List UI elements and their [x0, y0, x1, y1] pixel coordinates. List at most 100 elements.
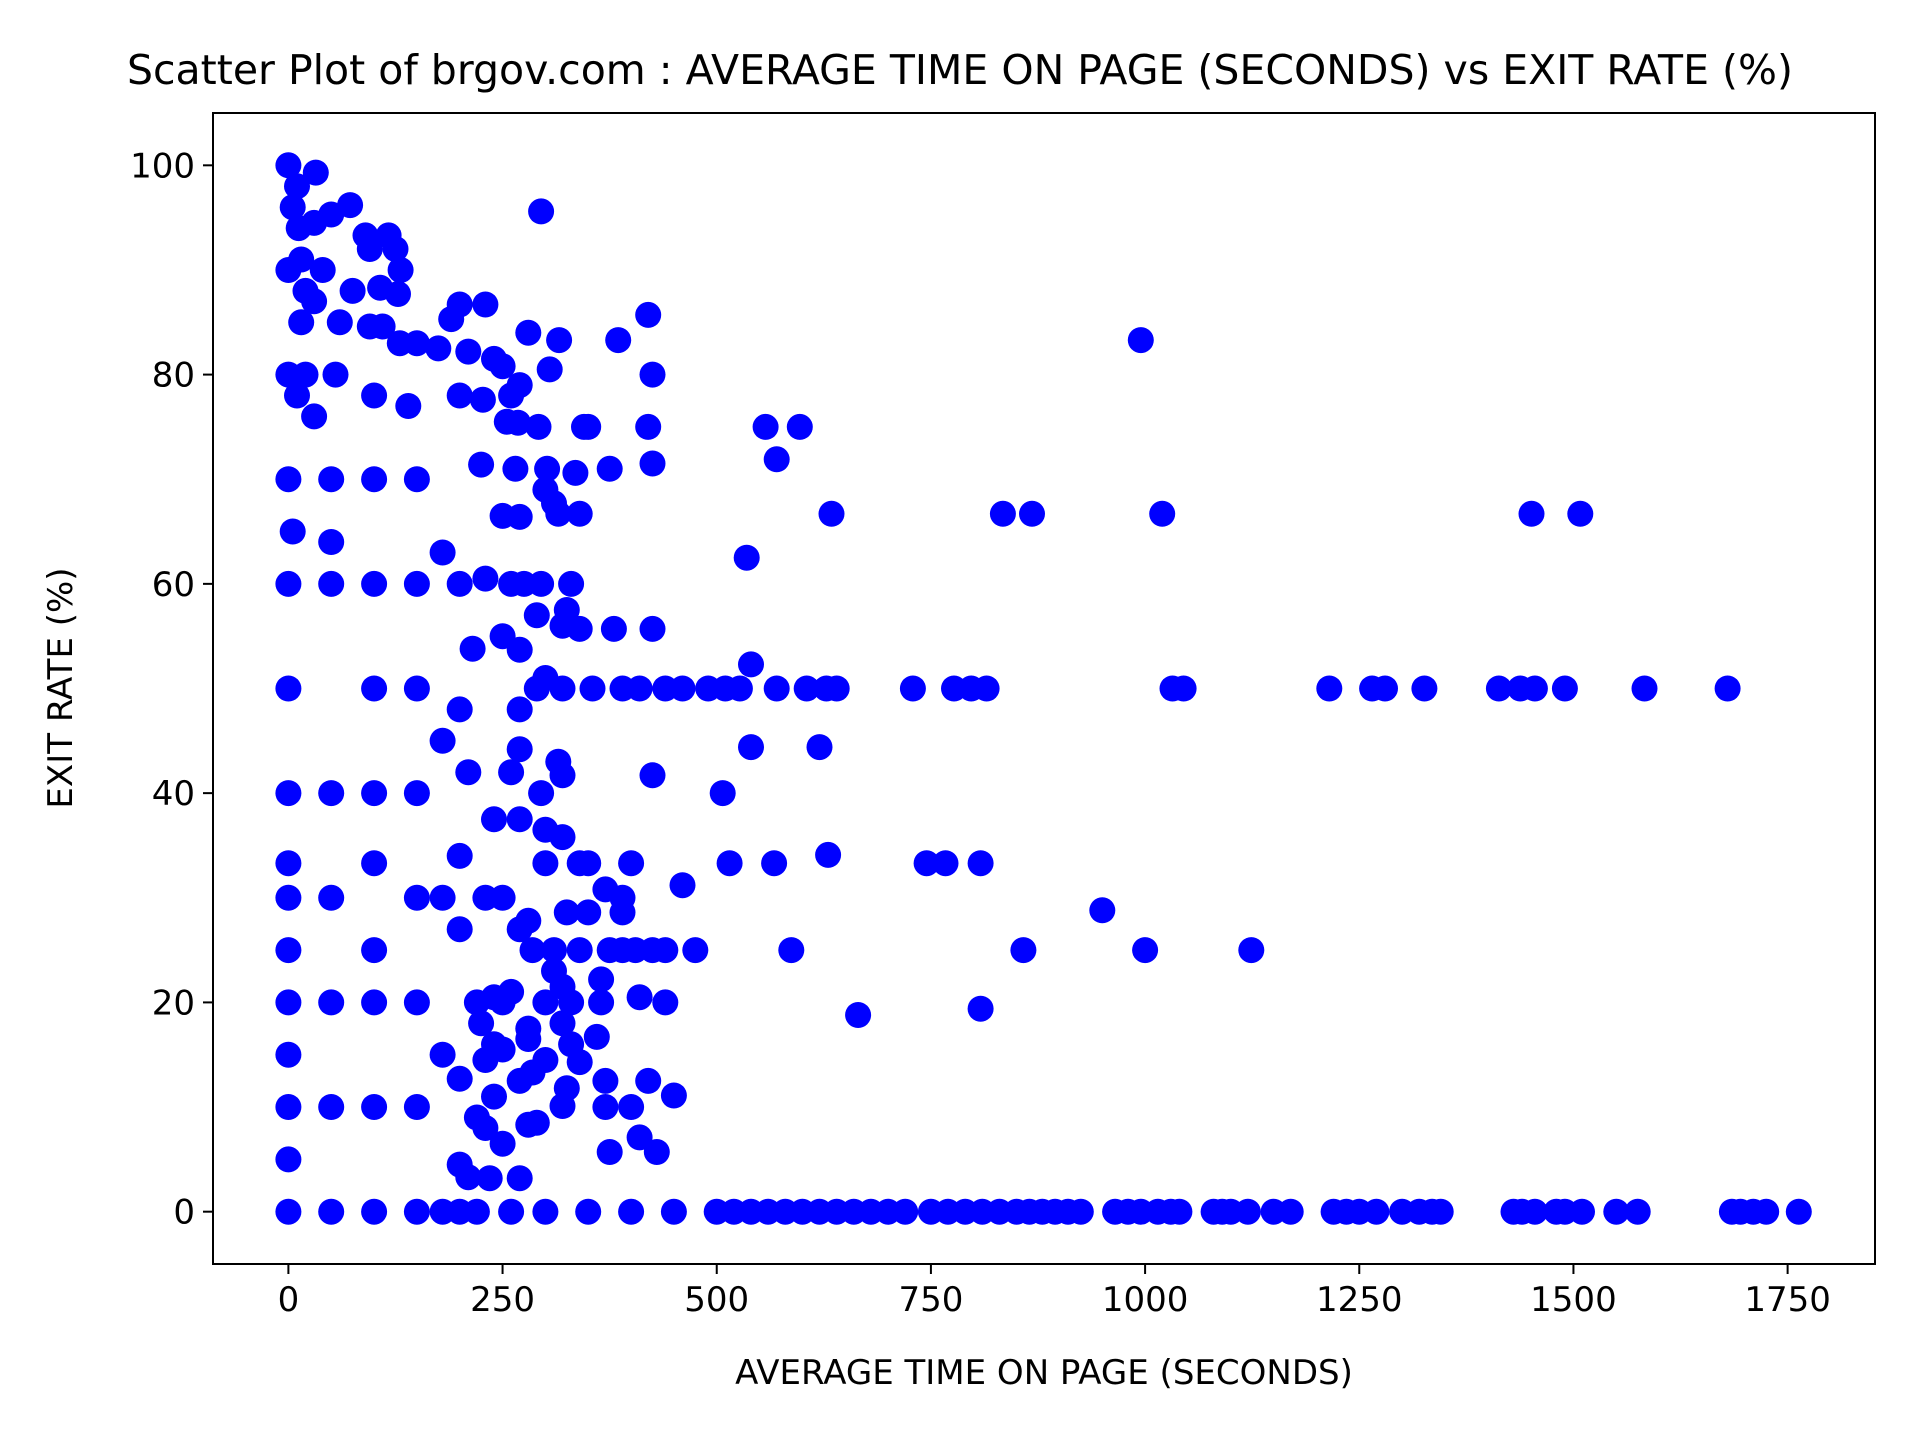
- plot-frame: [212, 112, 1876, 1265]
- data-point: [566, 1049, 593, 1076]
- data-point: [592, 1067, 619, 1094]
- data-point: [469, 386, 496, 413]
- data-point: [322, 361, 349, 388]
- data-point: [575, 899, 602, 926]
- y-tick-label: 100: [130, 146, 195, 186]
- data-point: [279, 518, 306, 545]
- data-point: [472, 291, 499, 318]
- x-tick-label: 0: [278, 1280, 300, 1320]
- data-point: [446, 1065, 473, 1092]
- data-point: [318, 1094, 345, 1120]
- data-point: [506, 1165, 533, 1192]
- data-point: [618, 1094, 645, 1120]
- data-point: [575, 850, 602, 877]
- data-point: [618, 1198, 645, 1225]
- data-point: [605, 327, 632, 354]
- data-point: [558, 989, 585, 1016]
- data-point: [1067, 1198, 1094, 1225]
- data-point: [1277, 1198, 1304, 1225]
- data-point: [309, 257, 336, 283]
- data-point: [506, 736, 533, 763]
- data-point: [1753, 1198, 1780, 1225]
- data-point: [761, 850, 788, 877]
- data-point: [275, 850, 302, 877]
- data-point: [932, 850, 959, 877]
- data-point: [528, 198, 555, 225]
- data-point: [752, 413, 779, 440]
- data-point: [361, 570, 388, 597]
- data-point: [446, 382, 473, 409]
- data-point: [472, 1047, 499, 1073]
- data-point: [973, 675, 1000, 702]
- data-point: [361, 850, 388, 877]
- data-point: [738, 651, 764, 678]
- data-point: [463, 1198, 490, 1225]
- data-point: [545, 500, 572, 527]
- data-point: [1631, 675, 1658, 702]
- x-tick-label: 250: [470, 1280, 535, 1320]
- data-point: [318, 529, 345, 555]
- data-point: [1521, 1198, 1548, 1225]
- data-point: [528, 780, 555, 807]
- data-point: [643, 1139, 670, 1165]
- data-point: [425, 335, 452, 362]
- data-point: [275, 884, 302, 911]
- data-point: [1170, 675, 1197, 702]
- data-point: [403, 675, 430, 702]
- data-point: [682, 937, 709, 964]
- data-point: [1569, 1198, 1595, 1225]
- x-tick-label: 1000: [1102, 1280, 1189, 1320]
- x-tick-label: 750: [898, 1280, 963, 1320]
- data-point: [1363, 1198, 1390, 1225]
- data-point: [429, 539, 456, 566]
- data-point: [579, 675, 606, 702]
- data-point: [660, 1198, 687, 1225]
- data-point: [546, 327, 573, 354]
- data-point: [786, 413, 813, 440]
- data-point: [532, 850, 559, 877]
- data-point: [498, 1198, 525, 1225]
- data-point: [549, 1093, 576, 1119]
- data-point: [989, 500, 1016, 527]
- data-point: [652, 937, 679, 964]
- data-point: [498, 759, 525, 786]
- x-axis-label: AVERAGE TIME ON PAGE (SECONDS): [735, 1353, 1353, 1393]
- data-point: [609, 899, 636, 926]
- data-point: [1624, 1198, 1651, 1225]
- data-point: [588, 966, 615, 993]
- data-point: [275, 675, 302, 702]
- data-point: [528, 570, 555, 597]
- y-axis-ticks: 0 20 40 60 80 100: [130, 146, 213, 1233]
- data-point: [489, 353, 516, 380]
- data-point: [288, 309, 315, 336]
- data-point: [455, 1164, 482, 1191]
- data-point: [669, 872, 696, 899]
- data-point: [778, 937, 805, 964]
- data-point: [429, 727, 456, 754]
- data-point: [575, 1198, 602, 1225]
- y-tick-label: 80: [152, 356, 195, 396]
- data-point: [967, 995, 994, 1022]
- data-point: [660, 1082, 687, 1109]
- data-point: [472, 1115, 499, 1141]
- x-tick-label: 1500: [1530, 1280, 1617, 1320]
- data-point: [279, 194, 306, 221]
- data-point: [275, 780, 302, 807]
- data-point: [967, 850, 994, 877]
- data-point: [892, 1198, 919, 1225]
- data-point: [318, 884, 345, 911]
- data-point: [472, 565, 499, 592]
- data-point: [326, 309, 353, 336]
- data-point: [387, 257, 414, 283]
- data-point: [446, 696, 473, 723]
- data-point: [438, 306, 465, 333]
- data-point: [519, 937, 546, 964]
- data-point: [498, 382, 525, 409]
- data-point: [489, 1130, 516, 1157]
- y-tick-label: 0: [173, 1193, 195, 1233]
- data-point: [275, 466, 302, 493]
- data-point: [1567, 500, 1594, 527]
- data-point: [275, 1146, 302, 1173]
- data-point: [506, 503, 533, 530]
